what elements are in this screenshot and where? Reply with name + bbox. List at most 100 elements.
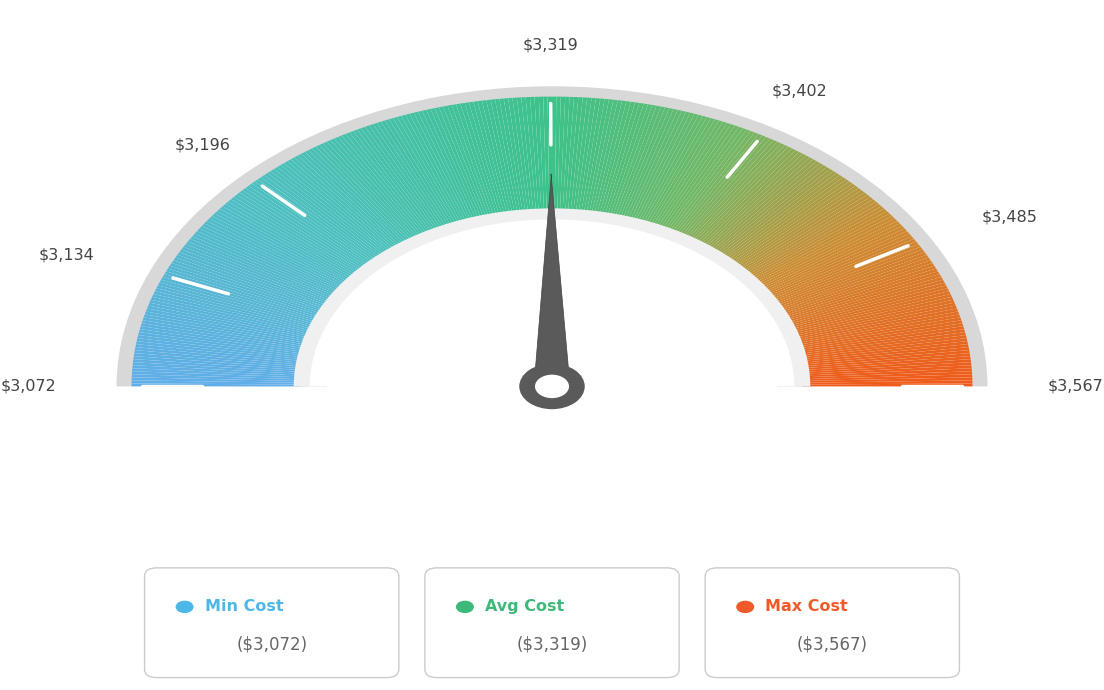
Wedge shape: [686, 141, 781, 242]
Wedge shape: [294, 208, 810, 386]
Wedge shape: [761, 226, 904, 293]
Wedge shape: [742, 197, 873, 275]
Wedge shape: [170, 263, 326, 315]
Wedge shape: [206, 219, 348, 288]
Wedge shape: [188, 239, 337, 300]
Wedge shape: [586, 99, 614, 216]
Wedge shape: [798, 335, 967, 357]
Wedge shape: [373, 123, 448, 230]
Wedge shape: [460, 103, 500, 218]
Wedge shape: [803, 377, 973, 383]
Wedge shape: [301, 152, 405, 248]
Wedge shape: [499, 99, 523, 215]
Wedge shape: [749, 206, 884, 281]
Wedge shape: [654, 121, 728, 230]
Wedge shape: [785, 279, 945, 324]
Wedge shape: [697, 150, 799, 247]
Wedge shape: [452, 104, 495, 219]
Wedge shape: [456, 104, 498, 219]
Wedge shape: [447, 105, 492, 219]
Wedge shape: [728, 179, 849, 264]
Wedge shape: [261, 175, 381, 262]
Wedge shape: [146, 308, 311, 342]
Wedge shape: [410, 112, 469, 224]
Wedge shape: [422, 110, 477, 222]
Wedge shape: [675, 134, 762, 237]
Wedge shape: [629, 111, 686, 223]
Wedge shape: [402, 115, 465, 226]
Wedge shape: [264, 173, 383, 261]
Wedge shape: [426, 109, 479, 221]
Wedge shape: [721, 173, 840, 261]
Wedge shape: [255, 179, 376, 264]
Wedge shape: [617, 106, 665, 220]
Wedge shape: [168, 266, 325, 316]
Wedge shape: [692, 147, 792, 245]
Wedge shape: [136, 341, 305, 361]
Wedge shape: [173, 257, 328, 311]
Wedge shape: [181, 247, 332, 305]
Wedge shape: [737, 193, 868, 273]
Wedge shape: [243, 188, 370, 270]
Wedge shape: [683, 140, 777, 241]
Wedge shape: [389, 118, 457, 228]
Wedge shape: [729, 181, 852, 266]
Wedge shape: [148, 303, 312, 338]
Wedge shape: [157, 286, 318, 328]
Wedge shape: [194, 231, 341, 295]
Wedge shape: [800, 356, 970, 370]
Wedge shape: [614, 106, 661, 220]
Wedge shape: [701, 154, 806, 249]
Wedge shape: [786, 282, 946, 326]
Wedge shape: [414, 112, 473, 224]
Wedge shape: [552, 97, 556, 214]
Wedge shape: [132, 362, 302, 374]
Wedge shape: [225, 201, 359, 278]
Wedge shape: [562, 97, 574, 214]
Wedge shape: [284, 161, 394, 253]
Wedge shape: [481, 100, 513, 217]
Wedge shape: [711, 163, 824, 255]
Wedge shape: [131, 384, 301, 386]
Wedge shape: [802, 371, 973, 380]
Wedge shape: [327, 140, 421, 241]
Wedge shape: [639, 115, 702, 226]
Text: $3,567: $3,567: [1048, 379, 1103, 394]
Wedge shape: [736, 190, 864, 271]
Wedge shape: [672, 132, 758, 236]
Wedge shape: [135, 350, 304, 366]
Wedge shape: [659, 124, 735, 231]
FancyBboxPatch shape: [705, 568, 959, 678]
Wedge shape: [762, 228, 907, 294]
Wedge shape: [765, 234, 912, 297]
Wedge shape: [158, 282, 318, 326]
Wedge shape: [397, 116, 463, 226]
Wedge shape: [245, 186, 371, 268]
Wedge shape: [773, 250, 924, 306]
Wedge shape: [140, 326, 307, 353]
Wedge shape: [358, 128, 438, 233]
Wedge shape: [734, 188, 861, 270]
Wedge shape: [789, 294, 952, 333]
Wedge shape: [131, 371, 302, 380]
Circle shape: [520, 364, 584, 408]
Wedge shape: [622, 108, 673, 221]
Text: Min Cost: Min Cost: [204, 600, 284, 614]
Wedge shape: [539, 97, 546, 214]
Wedge shape: [185, 241, 336, 302]
Wedge shape: [594, 101, 626, 217]
Text: $3,134: $3,134: [39, 248, 94, 263]
Text: ($3,072): ($3,072): [236, 635, 307, 653]
Wedge shape: [135, 347, 304, 365]
Wedge shape: [342, 134, 429, 237]
Wedge shape: [647, 118, 715, 228]
Wedge shape: [141, 320, 308, 348]
Wedge shape: [718, 169, 834, 258]
FancyBboxPatch shape: [145, 568, 399, 678]
Wedge shape: [159, 279, 319, 324]
Wedge shape: [782, 271, 940, 319]
Wedge shape: [543, 97, 550, 214]
Wedge shape: [596, 101, 630, 217]
Wedge shape: [405, 114, 467, 225]
Wedge shape: [526, 97, 539, 214]
